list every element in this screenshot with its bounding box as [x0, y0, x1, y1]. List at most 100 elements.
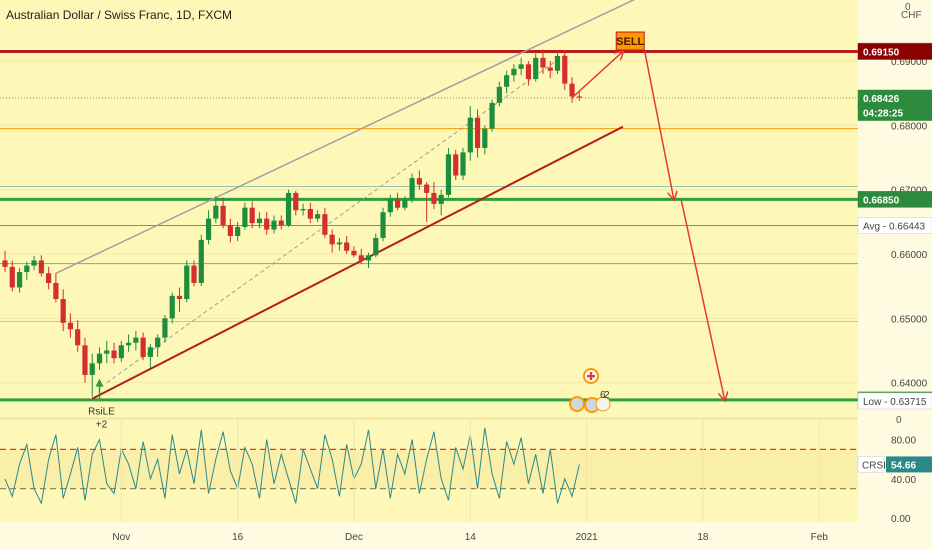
candle-body: [75, 329, 81, 346]
price-label-box: [857, 191, 932, 208]
axis-top-edge-label: 0: [905, 2, 911, 13]
candle-body: [438, 194, 444, 204]
price-label: 0.68426: [863, 94, 900, 105]
candle-body: [60, 299, 66, 323]
candle-body: [24, 265, 30, 273]
candle-body: [307, 209, 313, 219]
candle-body: [569, 83, 575, 97]
candle-body: [373, 237, 379, 256]
candle-body: [394, 199, 401, 208]
candle-body: [402, 199, 408, 208]
australia-event-icon[interactable]: [569, 396, 585, 412]
crsi-tick-label: 80.00: [891, 436, 916, 447]
candle-body: [111, 350, 117, 359]
candle-body: [482, 128, 488, 148]
price-axis-background: [858, 0, 932, 522]
time-axis[interactable]: Nov 16 Dec 14 2021 18 Feb: [112, 419, 828, 543]
candle-body: [205, 218, 212, 240]
signal-label: RsiLE: [88, 407, 115, 418]
candle-body: [518, 64, 524, 69]
price-label-box: [857, 392, 932, 410]
candle-body: [235, 227, 241, 237]
candle-body: [191, 265, 197, 283]
candle-body: [416, 178, 422, 185]
chart-title: Australian Dollar / Swiss Franc, 1D, FXC…: [6, 8, 232, 22]
main-pane-background: [0, 0, 858, 418]
price-label: Low - 0.63715: [863, 397, 927, 408]
time-tick-label: 2021: [575, 532, 598, 543]
candle-body: [293, 192, 299, 211]
candle-body: [453, 154, 459, 176]
candle-body: [9, 266, 15, 288]
forecast-arrows: [571, 51, 725, 400]
candle-body: [213, 205, 219, 219]
crsi-band: [0, 449, 858, 489]
candle-body: [424, 184, 430, 193]
crsi-axis-top-edge: 0: [896, 415, 902, 426]
candle-body: [53, 282, 59, 300]
currency-label: CHF: [901, 10, 922, 21]
candle-body: [554, 55, 561, 71]
candle-body: [147, 347, 153, 357]
price-tick-label: 0.66000: [891, 250, 928, 261]
price-label-box: [857, 43, 932, 60]
candle-body: [547, 67, 553, 71]
crsi-tick-label: 0.00: [891, 514, 911, 525]
candle-body: [89, 363, 95, 375]
sell-label: SELL: [616, 36, 644, 48]
candle-body: [96, 353, 103, 364]
indicator-pane-background: [0, 419, 858, 522]
candle-body: [140, 337, 146, 357]
candle-body: [300, 209, 306, 211]
sell-annotation[interactable]: SELL: [615, 31, 645, 51]
candle-body: [278, 220, 284, 226]
candle-body: [467, 117, 473, 153]
candle-body: [496, 86, 502, 103]
candle-body: [133, 337, 139, 343]
price-label-box: [857, 217, 932, 234]
candle-body: [249, 207, 255, 224]
price-tick-label: 0.64000: [891, 379, 928, 390]
candle-body: [540, 57, 546, 68]
candle-body: [562, 55, 568, 84]
candle-body: [351, 250, 357, 256]
candle-body: [125, 342, 132, 346]
candle-body: [504, 75, 510, 87]
candle-body: [155, 337, 161, 348]
event-count-six: 6: [600, 390, 606, 401]
candle-body: [387, 199, 393, 213]
events-badges[interactable]: 6 2: [569, 368, 611, 413]
candle-body: [176, 295, 183, 300]
crsi-value: 54.66: [891, 460, 916, 471]
candle-body: [460, 152, 466, 176]
time-tick-label: 18: [697, 532, 709, 543]
candle-body: [409, 178, 415, 200]
event-count: 2: [604, 390, 610, 401]
candle-body: [46, 273, 52, 283]
candle-body: [104, 350, 110, 354]
price-axis[interactable]: 0.690000.680000.670000.660000.650000.640…: [857, 42, 932, 410]
candle-body: [576, 96, 582, 98]
candle-body: [67, 322, 74, 330]
time-tick-label: Dec: [345, 532, 363, 543]
price-tick-label: 0.68000: [891, 121, 928, 132]
candle-body: [2, 260, 8, 267]
sell-label-box: [615, 31, 645, 51]
candle-body: [431, 192, 437, 204]
candle-body: [198, 239, 204, 283]
candle-body: [271, 220, 277, 230]
price-label: 0.66850: [863, 195, 900, 206]
time-tick-label: Feb: [811, 532, 829, 543]
horizontal-levels: [0, 49, 858, 402]
candle-body: [184, 265, 190, 300]
crsi-tick-label: 40.00: [891, 475, 916, 486]
candle-body: [489, 102, 495, 129]
signal-arrow-head: [95, 378, 104, 387]
trend-line: [91, 125, 624, 400]
forecast-arrow: [680, 199, 725, 400]
price-label: 0.69150: [863, 47, 900, 58]
trend-line: [106, 54, 566, 384]
crsi-indicator: [0, 427, 858, 505]
forecast-arrow: [571, 51, 623, 99]
